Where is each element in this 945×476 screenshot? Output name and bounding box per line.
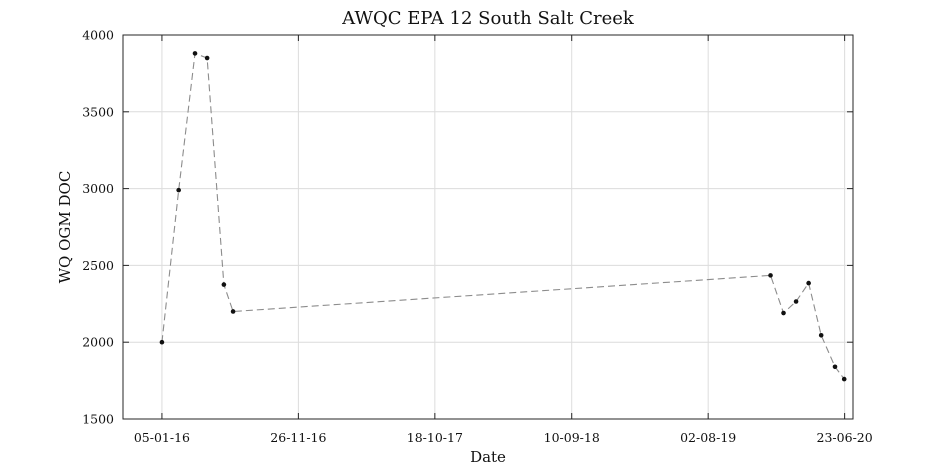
x-tick-label: 05-01-16	[134, 430, 190, 445]
data-point	[841, 376, 847, 382]
data-point	[806, 280, 811, 286]
data-point	[832, 364, 838, 370]
y-tick-label: 2500	[82, 258, 114, 273]
data-point	[768, 273, 773, 278]
data-point	[204, 55, 210, 61]
series-line-0	[159, 51, 847, 382]
y-tick-label: 1500	[82, 412, 114, 427]
y-tick-label: 4000	[82, 28, 114, 43]
x-axis-label: Date	[470, 448, 506, 466]
data-point	[818, 332, 824, 338]
plot-frame	[122, 34, 854, 420]
x-tick-label: 10-09-18	[544, 430, 600, 445]
data-point	[781, 310, 786, 316]
y-tick-label: 3000	[82, 181, 114, 196]
series-group	[159, 51, 847, 382]
tick-labels: 05-01-16 26-11-16 18-10-17 10-09-18 02-08-19…	[82, 28, 873, 446]
chart-title: AWQC EPA 12 South Salt Creek	[341, 8, 635, 29]
data-point	[793, 299, 799, 304]
data-point	[221, 282, 227, 287]
x-tick-label: 26-11-16	[270, 430, 326, 445]
x-tick-label: 18-10-17	[407, 430, 463, 445]
data-point	[176, 187, 181, 193]
data-point	[230, 309, 236, 314]
y-axis-label: WQ OGM DOC	[56, 171, 74, 284]
data-point	[192, 51, 198, 56]
x-tick-label: 02-08-19	[680, 430, 736, 445]
y-tick-label: 3500	[82, 104, 114, 119]
tick-marks	[123, 34, 853, 420]
x-tick-label: 23-06-20	[817, 430, 873, 445]
y-tick-label: 2000	[82, 335, 114, 350]
data-point	[159, 339, 165, 345]
